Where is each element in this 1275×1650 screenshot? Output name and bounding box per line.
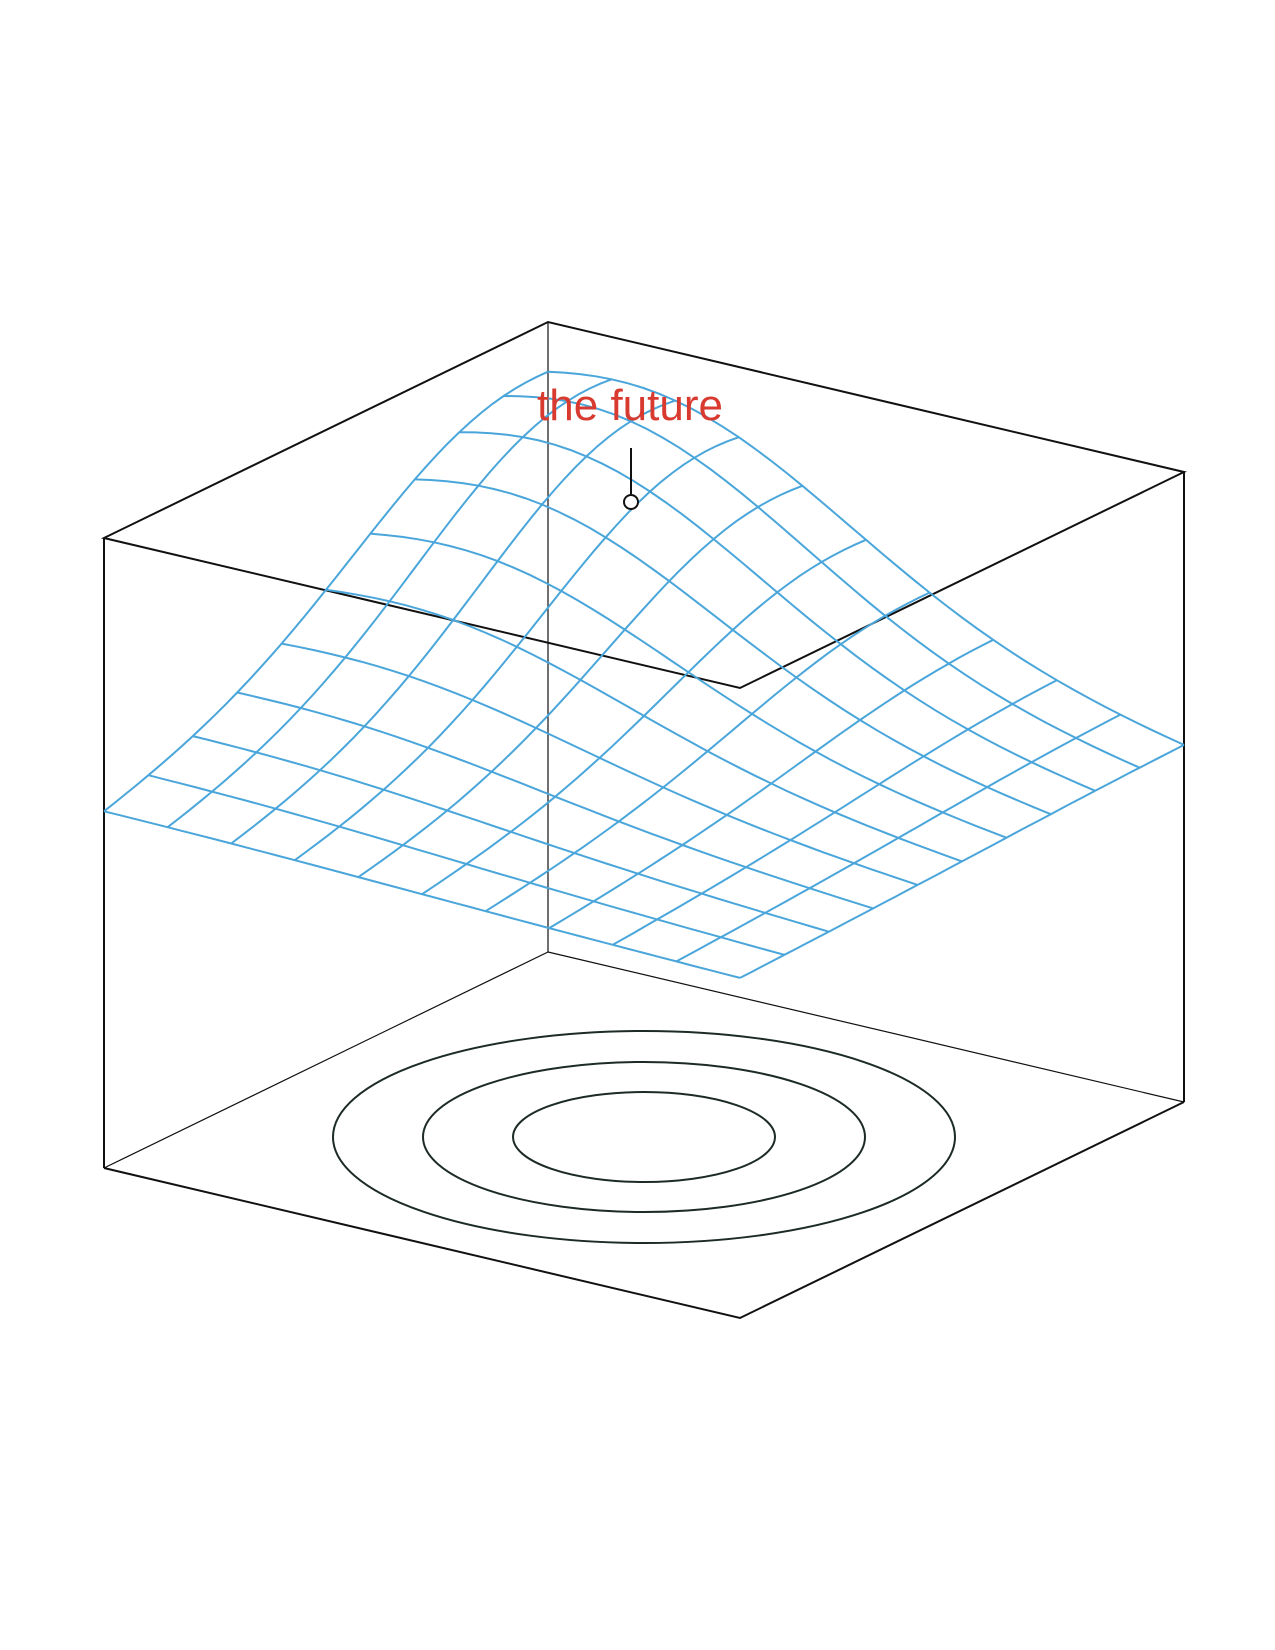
- box-front-edges: [101, 320, 1187, 1320]
- contour-ring: [512, 1091, 776, 1183]
- mesh-line-u: [739, 744, 1185, 979]
- box-bottom-front-edges: [103, 1101, 1185, 1320]
- contour-ring: [332, 1030, 956, 1244]
- mesh-line-v: [148, 774, 785, 956]
- mesh-line-v: [281, 642, 918, 886]
- peak-annotation: the future: [537, 381, 723, 510]
- mesh-line-v: [103, 810, 741, 979]
- mesh-line-u: [485, 591, 931, 913]
- mesh-line-v: [325, 588, 963, 863]
- contour-ring: [422, 1061, 866, 1213]
- peak-marker-icon: [623, 494, 639, 510]
- mesh-line-u: [548, 638, 994, 929]
- annotation-label: the future: [537, 381, 723, 430]
- mesh-line-v: [192, 735, 830, 933]
- mesh-line-u: [675, 713, 1121, 963]
- box-back-edges: [103, 322, 1185, 1169]
- contour-rings: [332, 1030, 956, 1244]
- box-edge-back-bottom-right: [547, 951, 1185, 1103]
- mesh-line-v: [236, 691, 874, 910]
- mesh-line-u: [612, 679, 1058, 946]
- box-edge-back-bottom-left: [103, 951, 549, 1169]
- surface-mesh: [103, 370, 1185, 979]
